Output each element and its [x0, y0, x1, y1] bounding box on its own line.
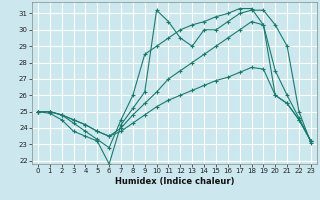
X-axis label: Humidex (Indice chaleur): Humidex (Indice chaleur)	[115, 177, 234, 186]
